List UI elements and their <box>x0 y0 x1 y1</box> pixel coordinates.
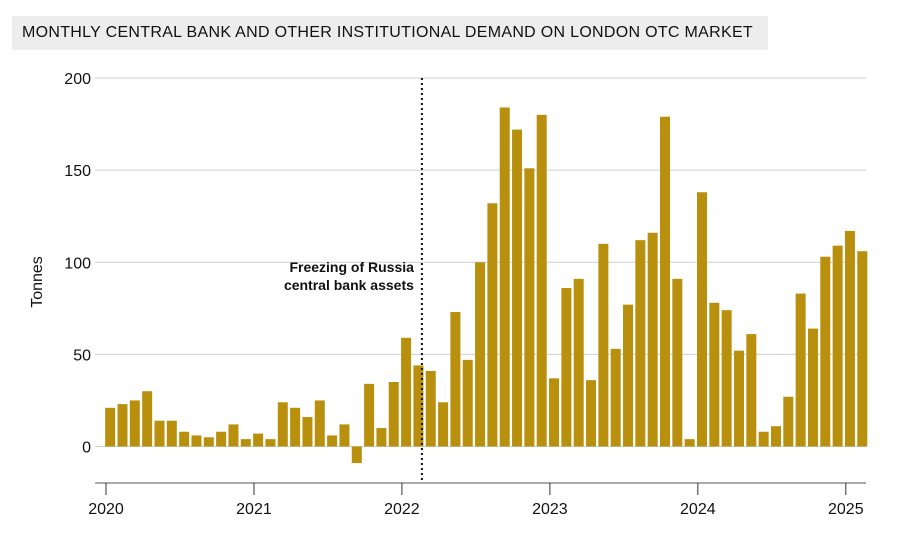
y-tick-label: 150 <box>64 163 91 180</box>
bar <box>228 424 239 447</box>
bar <box>413 365 424 447</box>
y-tick-label: 0 <box>82 440 91 457</box>
bar <box>573 278 584 447</box>
bar <box>425 370 436 447</box>
bar <box>339 424 350 447</box>
bar <box>438 402 449 447</box>
y-tick-label: 100 <box>64 255 91 272</box>
bar <box>302 417 313 447</box>
bar <box>783 396 794 447</box>
bar <box>820 256 831 447</box>
bar <box>388 382 399 447</box>
bar <box>203 437 214 447</box>
bar <box>549 378 560 447</box>
bar <box>117 404 128 447</box>
x-axis: 2020 2021 2022 2023 2024 2025 <box>88 482 866 518</box>
bar <box>709 302 720 447</box>
x-tick-label: 2021 <box>236 501 272 518</box>
bar <box>401 337 412 447</box>
annotation-text: central bank assets <box>284 277 414 293</box>
bar-series <box>105 107 868 464</box>
bar <box>795 293 806 447</box>
bar <box>154 420 165 447</box>
bar <box>290 407 301 447</box>
bar <box>610 348 621 447</box>
bar <box>105 407 116 447</box>
bar <box>216 431 227 447</box>
bar <box>770 426 781 447</box>
bar <box>142 391 153 447</box>
bar <box>758 431 769 447</box>
bar <box>807 328 818 447</box>
chart-title: MONTHLY CENTRAL BANK AND OTHER INSTITUTI… <box>22 24 754 41</box>
bar <box>536 114 547 447</box>
bar <box>191 435 202 447</box>
bar <box>660 116 671 447</box>
bar <box>487 203 498 447</box>
y-axis-label: Tonnes <box>29 256 46 308</box>
bar <box>179 431 190 447</box>
bar <box>475 262 486 447</box>
bar <box>635 240 646 447</box>
bar <box>129 400 140 447</box>
bar <box>832 245 843 447</box>
bar <box>314 400 325 447</box>
bar <box>598 243 609 447</box>
bar <box>857 251 868 447</box>
x-tick-label: 2025 <box>828 501 864 518</box>
y-tick-label: 50 <box>73 347 91 364</box>
bar <box>265 439 276 447</box>
bar <box>277 402 288 447</box>
bar <box>561 288 572 447</box>
bar <box>734 350 744 447</box>
bar <box>697 192 707 447</box>
bar <box>524 168 535 447</box>
bar <box>240 439 251 447</box>
bar <box>721 310 732 447</box>
annotation-text: Freezing of Russia <box>289 259 414 275</box>
bar <box>746 334 757 447</box>
bar <box>450 312 461 447</box>
bar <box>253 433 264 447</box>
y-tick-label: 200 <box>64 71 91 88</box>
bar <box>684 439 695 447</box>
bar <box>623 304 634 447</box>
bar <box>462 359 473 447</box>
bar <box>166 420 177 447</box>
y-axis-ticks: 0 50 100 150 200 <box>64 71 91 457</box>
x-tick-label: 2024 <box>680 501 716 518</box>
bar <box>647 232 658 447</box>
bar <box>672 278 683 447</box>
bar <box>364 383 375 447</box>
bar <box>376 428 387 447</box>
chart-title-box: MONTHLY CENTRAL BANK AND OTHER INSTITUTI… <box>12 16 768 50</box>
bar <box>499 107 510 447</box>
x-tick-label: 2020 <box>88 501 124 518</box>
bar <box>351 446 362 464</box>
bar <box>844 230 855 447</box>
bar <box>586 380 597 447</box>
x-tick-label: 2022 <box>384 501 420 518</box>
annotation-group: Freezing of Russia central bank assets <box>284 78 423 483</box>
x-tick-label: 2023 <box>532 501 568 518</box>
bar <box>327 435 338 447</box>
bar <box>512 129 523 447</box>
